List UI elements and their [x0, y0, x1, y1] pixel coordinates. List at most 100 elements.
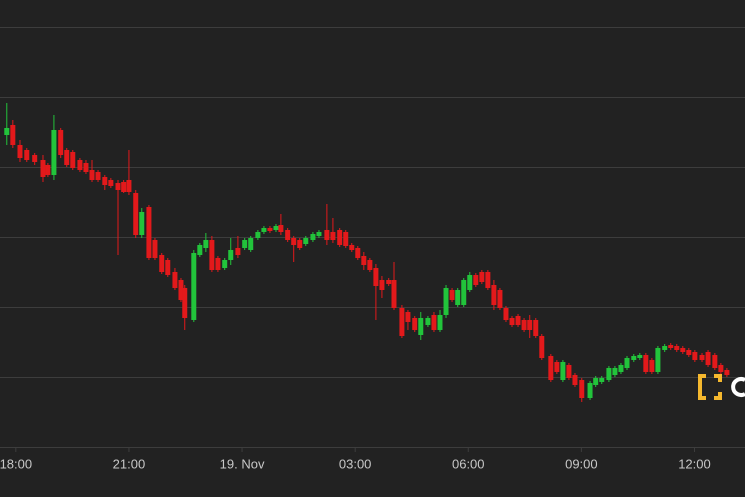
- candle-body: [437, 315, 443, 330]
- candle-body: [566, 365, 572, 378]
- candle-body: [83, 163, 89, 172]
- candle-body: [32, 155, 38, 162]
- candle-body: [680, 348, 686, 352]
- candle-body: [303, 238, 309, 244]
- candle-body: [649, 360, 655, 372]
- candle-body: [455, 290, 461, 305]
- candle-body: [152, 240, 158, 258]
- candle-body: [467, 275, 473, 290]
- candle-body: [159, 255, 165, 272]
- candle-body: [418, 318, 424, 335]
- candle-body: [178, 280, 184, 300]
- candle-body: [310, 234, 316, 240]
- x-tick-label: 03:00: [339, 456, 372, 471]
- x-tick-label: 12:00: [678, 456, 711, 471]
- candle-body: [473, 275, 479, 285]
- candle-body: [572, 375, 578, 385]
- candle-body: [139, 212, 145, 235]
- logo-bracket: [698, 374, 722, 400]
- candle-body: [70, 152, 76, 168]
- candle-body: [367, 260, 373, 270]
- x-tick-label: 19. Nov: [220, 456, 265, 471]
- candle-body: [133, 193, 139, 235]
- logo: [698, 374, 745, 400]
- candle-body: [599, 378, 605, 382]
- x-tick-label: 18:00: [0, 456, 32, 471]
- candle-body: [172, 272, 178, 288]
- candle-body: [503, 308, 509, 320]
- candle-body: [235, 248, 241, 255]
- candle-body: [631, 356, 637, 360]
- candle-body: [273, 226, 279, 230]
- candle-body: [291, 238, 297, 245]
- candle-body: [203, 240, 209, 248]
- candle-body: [108, 180, 114, 186]
- candle-body: [343, 232, 349, 246]
- candle-body: [554, 362, 560, 372]
- candle-body: [58, 130, 64, 155]
- candle-body: [527, 320, 533, 330]
- candle-body: [686, 350, 692, 355]
- candle-body: [373, 268, 379, 286]
- candle-body: [77, 160, 83, 170]
- candle-body: [533, 320, 539, 336]
- candle-body: [662, 346, 668, 350]
- candle-body: [548, 356, 554, 380]
- candle-body: [285, 230, 291, 240]
- x-tick-label: 09:00: [565, 456, 598, 471]
- candle-body: [449, 290, 455, 300]
- candle-body: [209, 240, 215, 270]
- candle-body: [624, 358, 630, 368]
- candle-body: [479, 272, 485, 282]
- candle-body: [197, 245, 203, 255]
- candle-body: [699, 355, 705, 360]
- candle-body: [618, 365, 624, 372]
- candle-body: [593, 378, 599, 385]
- candle-body: [297, 240, 303, 248]
- plot-area: 18:00 21:00 19. Nov 03:00 06:00 09:00 12:00: [0, 27, 745, 471]
- candle-body: [461, 280, 467, 305]
- candle-body: [349, 245, 355, 250]
- candle-body: [674, 346, 680, 350]
- candle-body: [115, 183, 121, 190]
- candle-body: [121, 182, 127, 192]
- candle-body: [146, 207, 152, 258]
- candle-body: [718, 365, 724, 372]
- candle-body: [126, 180, 132, 192]
- candle-body: [425, 318, 431, 325]
- candle-body: [405, 312, 411, 322]
- x-tick-label: 21:00: [113, 456, 146, 471]
- candle-body: [324, 230, 330, 240]
- candle-body: [521, 320, 527, 330]
- candle-body: [386, 280, 392, 284]
- candle-body: [539, 336, 545, 358]
- candle-body: [705, 352, 711, 365]
- candle-body: [165, 260, 171, 275]
- candle-body: [712, 355, 718, 368]
- candle-body: [337, 230, 343, 245]
- candle-body: [95, 172, 101, 180]
- candle-body: [267, 228, 273, 231]
- candle-body: [491, 285, 497, 305]
- candle-body: [51, 130, 57, 175]
- candle-body: [379, 280, 385, 290]
- candle-body: [643, 355, 649, 372]
- candle-body: [443, 288, 449, 315]
- candle-body: [182, 288, 188, 318]
- candle-body: [497, 290, 503, 308]
- candle-body: [579, 380, 585, 398]
- candle-body: [668, 345, 674, 348]
- candle-body: [330, 232, 336, 240]
- candle-body: [637, 355, 643, 358]
- x-tick-label: 06:00: [452, 456, 485, 471]
- candle-body: [560, 362, 566, 380]
- candle-body: [724, 370, 730, 375]
- candle-body: [255, 232, 261, 238]
- candle-body: [17, 145, 23, 158]
- candle-body: [10, 125, 16, 145]
- candle-body: [515, 316, 521, 325]
- candle-body: [509, 318, 515, 325]
- candle-body: [391, 280, 397, 308]
